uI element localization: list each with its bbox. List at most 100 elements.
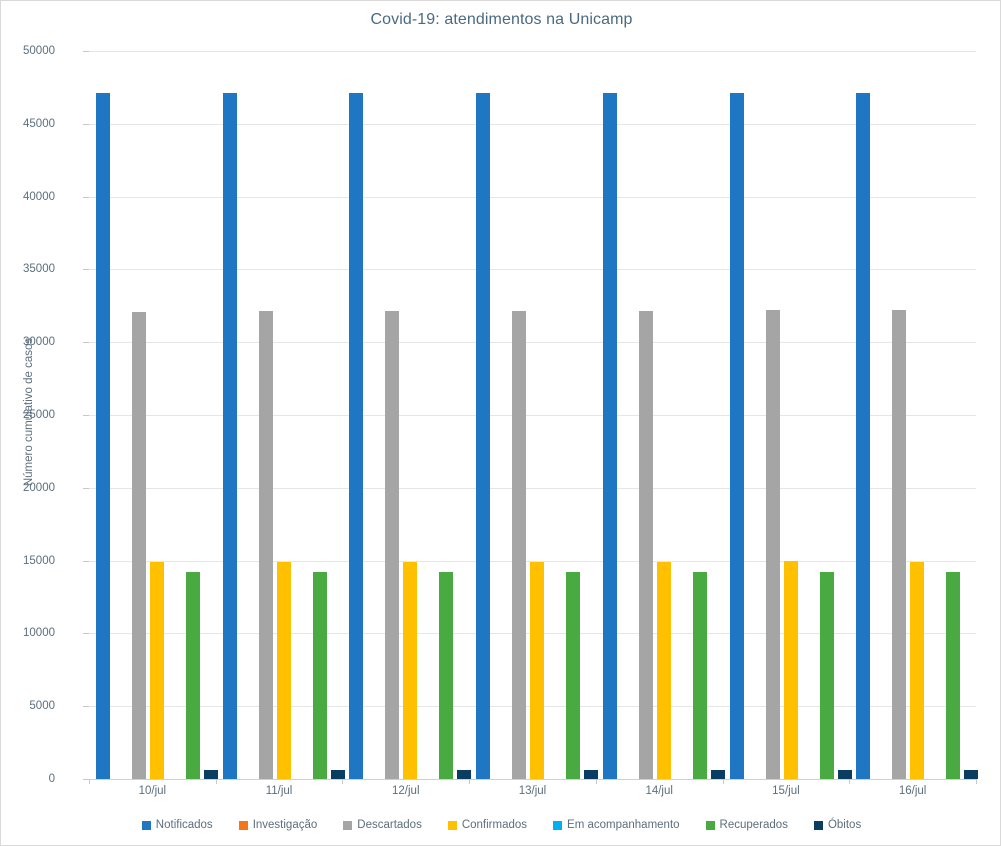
bar-group: 12/jul: [342, 51, 472, 797]
legend-item-confirmados[interactable]: Confirmados: [447, 819, 528, 831]
bar-descartados[interactable]: [892, 310, 907, 779]
bar-notificados[interactable]: [476, 92, 491, 779]
bar-group-bars: [342, 51, 476, 779]
x-axis-tick-mark: [595, 779, 597, 784]
bar-confirmados[interactable]: [276, 562, 291, 779]
y-axis-tick-label: 5000: [29, 700, 55, 713]
y-gridline: [89, 123, 976, 125]
bar-descartados[interactable]: [385, 310, 400, 779]
x-axis-tick-label: 12/jul: [392, 785, 420, 797]
y-axis-tick-label: 10000: [23, 627, 55, 640]
bar-recuperados[interactable]: [566, 572, 581, 779]
y-axis-tick-label: 20000: [23, 481, 55, 494]
x-axis-tick-label: 16/jul: [898, 785, 927, 797]
bar-óbitos[interactable]: [330, 770, 345, 779]
bar-group: 10/jul: [89, 51, 218, 797]
legend-item-em-acompanhamento[interactable]: Em acompanhamento: [553, 819, 680, 831]
legend-swatch-icon: [705, 820, 715, 830]
bar-óbitos[interactable]: [204, 770, 218, 779]
x-axis-tick-mark: [976, 779, 977, 784]
legend-item-descartados[interactable]: Descartados: [343, 819, 422, 831]
bar-descartados[interactable]: [132, 311, 146, 779]
x-axis-tick-label: 10/jul: [138, 785, 167, 797]
bar-group: 15/jul: [722, 51, 852, 797]
bar-recuperados[interactable]: [312, 572, 327, 779]
x-axis-tick-mark: [469, 779, 471, 784]
x-axis-tick-label: 15/jul: [772, 785, 800, 797]
bar-notificados[interactable]: [349, 92, 364, 779]
bar-notificados[interactable]: [729, 92, 744, 779]
chart-title: Covid-19: atendimentos na Unicamp: [370, 11, 633, 28]
bar-confirmados[interactable]: [403, 562, 418, 779]
y-axis-tick-mark: [83, 487, 89, 489]
bar-recuperados[interactable]: [946, 572, 961, 779]
bar-recuperados[interactable]: [186, 572, 200, 779]
legend-label: Óbitos: [827, 819, 862, 831]
legend-swatch-icon: [141, 820, 151, 830]
bar-confirmados[interactable]: [656, 562, 671, 779]
y-axis-tick-label: 15000: [23, 554, 55, 567]
bar-recuperados[interactable]: [692, 572, 707, 779]
bar-descartados[interactable]: [512, 310, 527, 779]
y-axis-tick-mark: [83, 560, 89, 562]
bar-group-bars: [849, 51, 983, 779]
x-axis-tick-label: 14/jul: [645, 785, 673, 797]
legend-swatch-icon: [553, 820, 563, 830]
y-axis-tick-mark: [83, 633, 89, 635]
bar-confirmados[interactable]: [783, 561, 798, 779]
legend-swatch-icon: [813, 820, 823, 830]
legend-label: Investigação: [252, 819, 318, 831]
bar-óbitos[interactable]: [457, 769, 472, 779]
legend-label: Descartados: [357, 819, 422, 831]
y-axis-tick-mark: [83, 342, 89, 344]
y-gridline: [89, 560, 976, 562]
x-axis-tick-label: 13/jul: [518, 785, 547, 797]
legend-item-recuperados[interactable]: Recuperados: [705, 819, 788, 831]
legend-label: Em acompanhamento: [567, 819, 680, 831]
bar-descartados[interactable]: [765, 310, 780, 779]
x-axis-tick-mark: [215, 779, 217, 784]
bar-confirmados[interactable]: [910, 562, 925, 779]
y-gridline: [89, 196, 976, 198]
y-axis-tick-label: 0: [48, 773, 55, 785]
bar-recuperados[interactable]: [819, 572, 834, 779]
bar-group: 11/jul: [215, 51, 345, 797]
bar-group-bars: [89, 51, 223, 779]
bar-confirmados[interactable]: [530, 562, 545, 779]
bar-notificados[interactable]: [856, 92, 871, 779]
bar-óbitos[interactable]: [584, 769, 599, 779]
y-axis-tick-mark: [83, 779, 89, 780]
bar-descartados[interactable]: [638, 310, 653, 779]
y-axis-tick-label: 35000: [23, 263, 55, 276]
legend-item-óbitos[interactable]: Óbitos: [813, 819, 862, 831]
bar-notificados[interactable]: [222, 93, 237, 779]
bar-notificados[interactable]: [96, 93, 110, 779]
legend-label: Notificados: [155, 819, 213, 831]
y-axis-tick-mark: [83, 196, 89, 198]
x-axis-tick-mark: [722, 779, 724, 784]
bar-notificados[interactable]: [602, 92, 617, 779]
legend-swatch-icon: [447, 820, 457, 830]
bar-group: 13/jul: [469, 51, 599, 797]
legend-item-investigação[interactable]: Investigação: [238, 819, 318, 831]
bar-descartados[interactable]: [258, 310, 273, 779]
legend-item-notificados[interactable]: Notificados: [141, 819, 213, 831]
y-gridline: [89, 779, 976, 780]
bar-óbitos[interactable]: [837, 769, 852, 779]
bar-recuperados[interactable]: [439, 572, 454, 779]
y-axis-tick-label: 40000: [23, 190, 55, 203]
bar-group: 16/jul: [849, 51, 979, 797]
plot-area: 50000 45000 40000 35000 30000 25000 20000 15000…: [23, 45, 979, 797]
chart-legend: Notificados Investigação Descartados Confir…: [1, 819, 1000, 831]
y-gridline: [89, 51, 976, 52]
legend-swatch-icon: [238, 820, 248, 830]
bar-óbitos[interactable]: [710, 769, 725, 779]
y-axis-tick-mark: [83, 123, 89, 125]
bar-óbitos[interactable]: [964, 769, 979, 779]
bar-group-bars: [469, 51, 603, 779]
bar-confirmados[interactable]: [150, 562, 164, 779]
y-gridline: [89, 487, 976, 489]
x-axis-tick-mark: [89, 779, 90, 784]
legend-label: Confirmados: [461, 819, 528, 831]
x-axis-tick-mark: [849, 779, 851, 784]
